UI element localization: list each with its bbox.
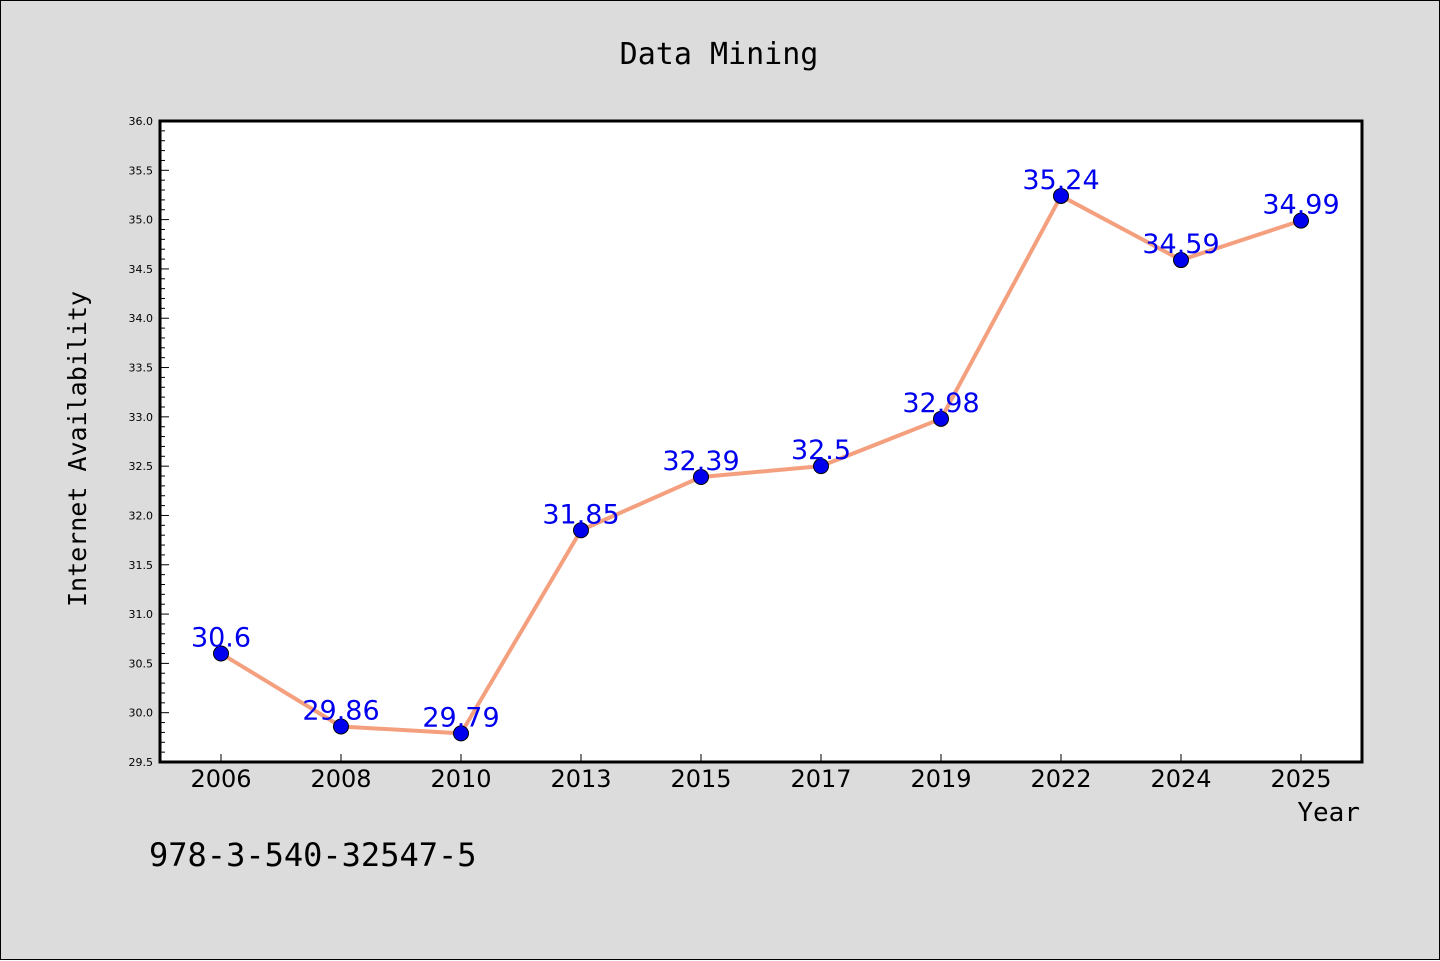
y-tick-label: 36.0 (129, 115, 154, 128)
y-tick-label: 34.5 (129, 263, 154, 276)
series-data-label: 34.59 (1142, 229, 1219, 260)
series-data-label: 35.24 (1022, 165, 1099, 196)
y-tick-label: 31.5 (129, 559, 154, 572)
x-tick-label: 2017 (790, 765, 851, 793)
series-marker (333, 718, 349, 735)
x-tick-label: 2006 (190, 765, 251, 793)
series-marker (213, 645, 229, 662)
x-tick-label: 2008 (310, 765, 371, 793)
series-marker (693, 469, 709, 486)
x-tick-label: 2019 (910, 765, 971, 793)
y-tick-label: 33.0 (129, 411, 154, 424)
series-data-labels: 30.6 29.86 29.79 31.85 32.39 32.5 32.98 35.24 34… (191, 165, 1340, 733)
series-data-label: 34.99 (1262, 190, 1339, 221)
chart-title: Data Mining (620, 37, 819, 72)
series-marker (1173, 252, 1189, 269)
y-tick-label: 34.0 (129, 312, 154, 325)
series-marker (1293, 212, 1309, 229)
y-tick-label: 29.5 (129, 756, 154, 769)
y-axis-tick-labels: 29.5 30.0 30.5 31.0 31.5 32.0 32.5 33.0 33.5 34.0… (129, 115, 154, 769)
y-tick-label: 31.0 (129, 608, 154, 621)
x-tick-label: 2024 (1150, 765, 1211, 793)
series-data-label: 29.86 (302, 695, 379, 726)
x-tick-label: 2010 (430, 765, 491, 793)
series-marker (813, 458, 829, 475)
series-markers (213, 187, 1309, 742)
x-axis-label: Year (1297, 798, 1360, 828)
x-tick-label: 2025 (1270, 765, 1331, 793)
y-axis-label: Internet Availability (63, 291, 92, 607)
series-marker (933, 410, 949, 427)
y-tick-label: 30.0 (129, 707, 154, 720)
series-line (219, 193, 1302, 736)
series-data-label: 29.79 (422, 702, 499, 733)
series-data-label: 32.39 (662, 446, 739, 477)
x-tick-label: 2022 (1030, 765, 1091, 793)
x-tick-label: 2015 (670, 765, 731, 793)
y-tick-label: 32.0 (129, 509, 154, 522)
series-data-label: 31.85 (542, 499, 619, 530)
plot-area (158, 119, 1364, 764)
y-tick-label: 30.5 (129, 657, 154, 670)
y-tick-label: 35.5 (129, 164, 154, 177)
y-axis-ticks (160, 120, 169, 763)
x-axis-ticks (220, 754, 1302, 762)
series-marker (1053, 187, 1069, 204)
y-tick-label: 35.0 (129, 214, 154, 227)
x-axis-tick-labels: 2006 2008 2010 2013 2015 2017 2019 2022 2024 2025 (190, 765, 1331, 793)
series-data-label: 32.98 (902, 388, 979, 419)
series-data-label: 32.5 (791, 435, 851, 466)
series-marker (573, 522, 589, 539)
footer-isbn-text: 978-3-540-32547-5 (149, 836, 477, 874)
x-tick-label: 2013 (550, 765, 611, 793)
y-tick-label: 32.5 (129, 460, 154, 473)
y-tick-label: 33.5 (129, 362, 154, 375)
series-marker (453, 725, 469, 742)
series-data-label: 30.6 (191, 623, 251, 654)
